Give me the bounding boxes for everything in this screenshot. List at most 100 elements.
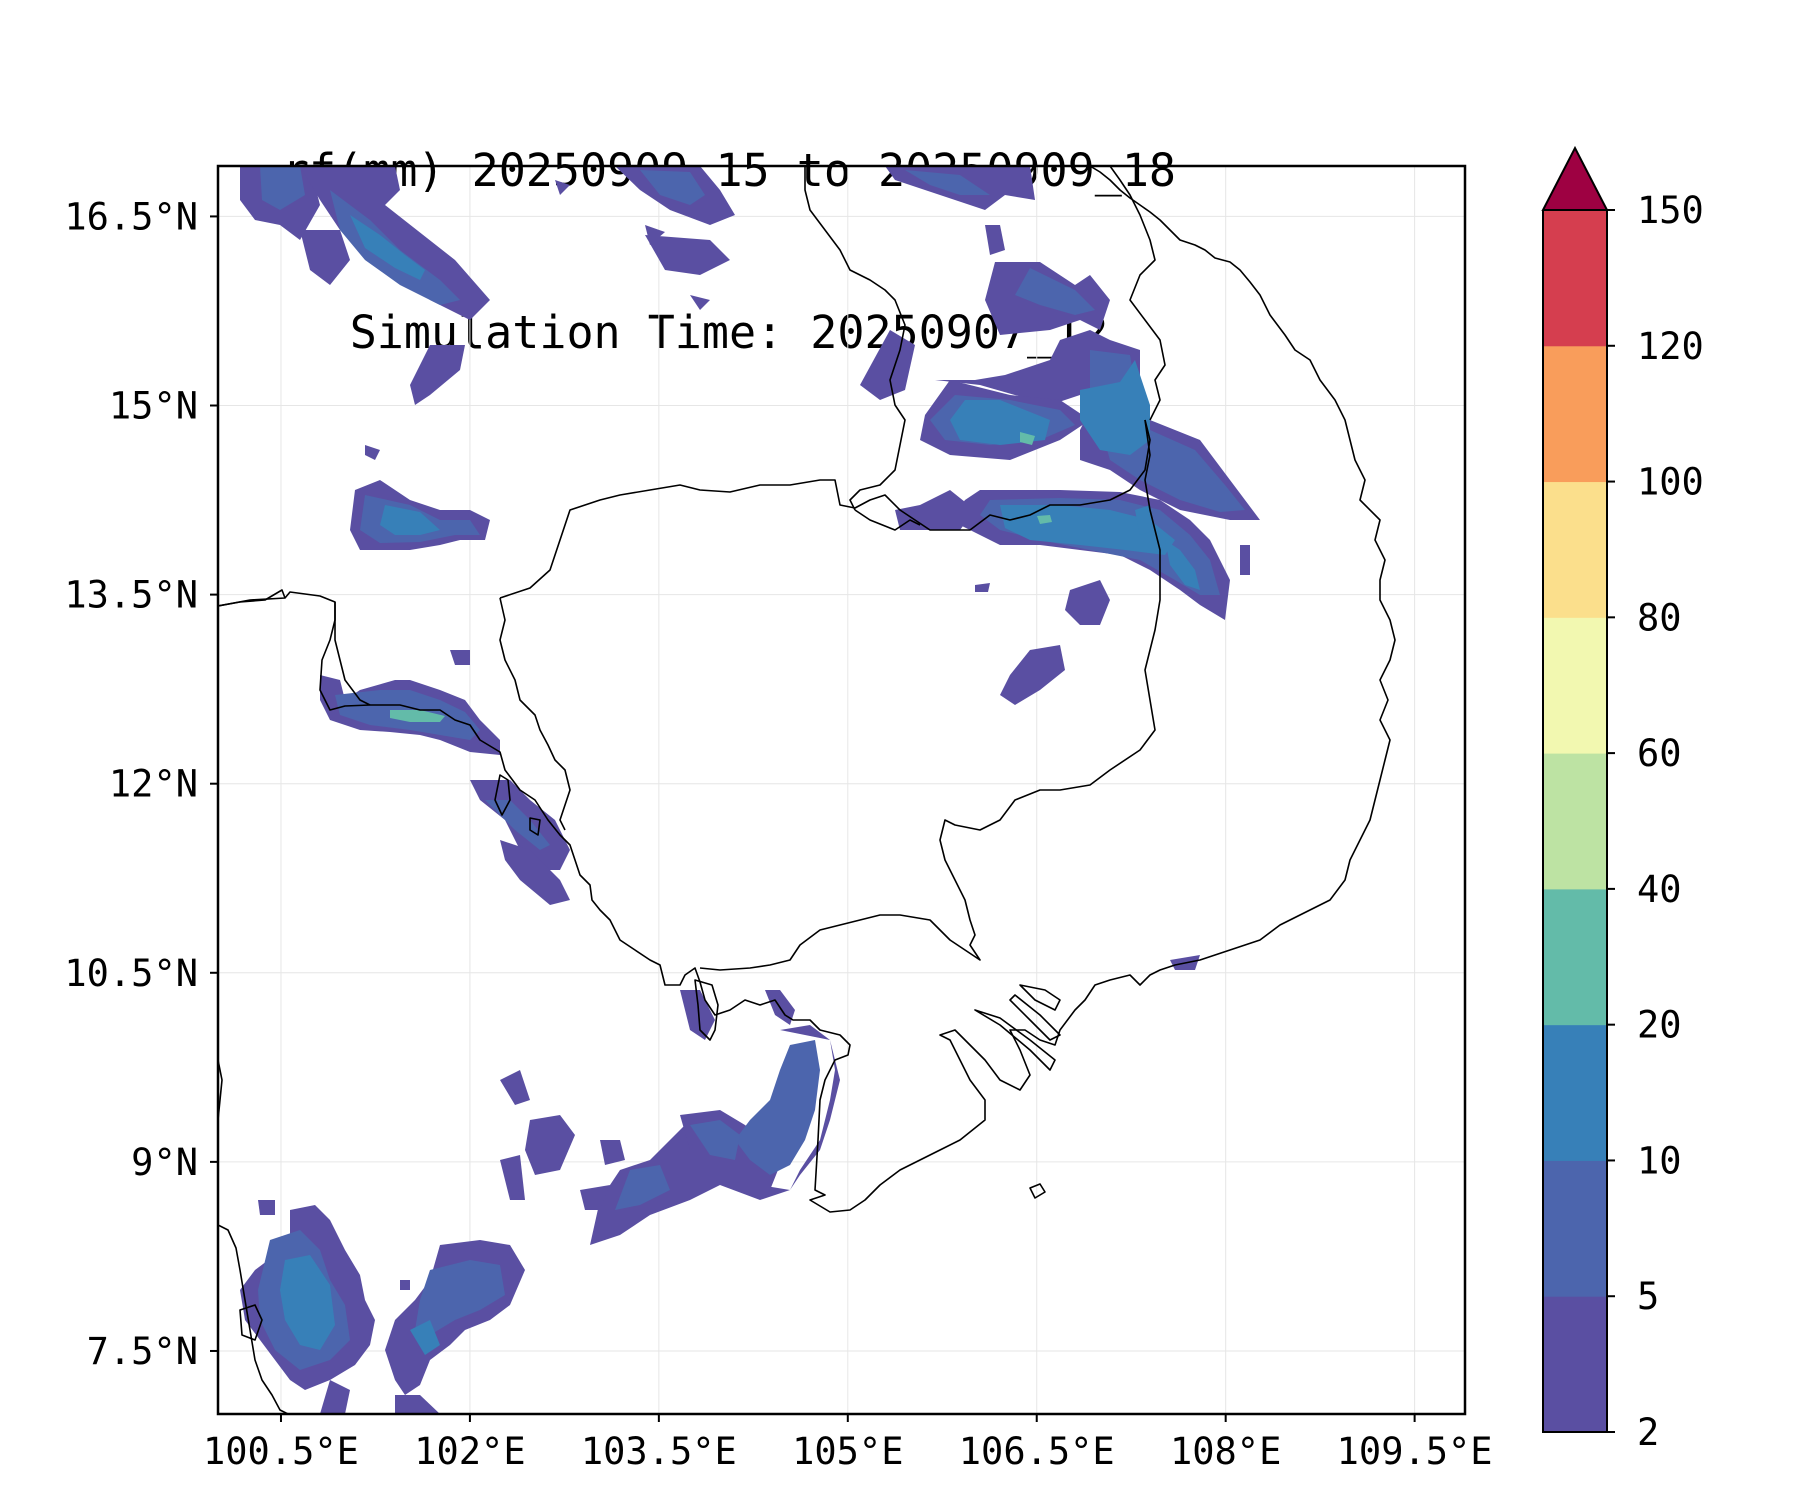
rain-core-5-north-1 [640, 170, 705, 205]
y-tick-label: 13.5°N [64, 574, 198, 617]
rain-cell-w-4 [450, 650, 470, 665]
coastline-mekong-delta-mouth-3 [1019, 984, 1061, 1011]
border-laos-vietnam [1109, 166, 1166, 421]
rain-core-5-ne-1 [905, 170, 990, 195]
coastline-malay-peninsula-west [218, 1224, 289, 1414]
rain-cell-north-4 [645, 225, 665, 245]
rain-cell-ne-9 [895, 490, 975, 530]
coastline-con-dao [1029, 1183, 1046, 1199]
x-tick-label: 103.5°E [581, 1430, 737, 1473]
rain-core-5-sw-2 [415, 1260, 505, 1335]
colorbar-extend-arrow [1541, 145, 1609, 211]
y-tick-label: 12°N [109, 763, 198, 806]
x-tick-label: 109.5°E [1337, 1430, 1493, 1473]
colorbar-segment [1543, 753, 1607, 890]
rain-cell-south-3 [500, 1070, 530, 1105]
coastline-gulf-thailand-north [218, 166, 1396, 1213]
rain-core-10-w-1 [380, 505, 440, 535]
rain-cell-ne-4 [860, 330, 915, 400]
colorbar-tick-label: 60 [1637, 732, 1682, 775]
x-tick-label: 102°E [414, 1430, 525, 1473]
coastline-phu-quoc [694, 979, 719, 1041]
colorbar: 2 5 10 20 40 60 80 100 120 150 [1541, 145, 1704, 1454]
border-thailand-laos [804, 166, 906, 511]
rain-core-20-w-1 [390, 710, 445, 722]
rain-core-10-ne-2 [1080, 360, 1150, 455]
colorbar-segment [1543, 617, 1607, 754]
rain-cell-ne-10 [1065, 580, 1110, 625]
coastline-mekong-delta-mouth-2 [1009, 994, 1061, 1041]
x-tick-label: 105°E [792, 1430, 903, 1473]
rain-cell-ne-5 [935, 330, 1140, 405]
rain-cell-ne-14 [895, 362, 905, 372]
rain-cell-nw-4 [410, 345, 465, 405]
rainfall-band-20-40mm [390, 432, 1052, 722]
rain-cell-ne-2 [985, 225, 1005, 255]
border-thailand-myanmar-north [218, 589, 286, 607]
rain-cell-ne-11 [1000, 645, 1065, 705]
gridlines [218, 166, 1465, 1414]
coastline-island-1 [239, 1304, 263, 1341]
coastline-mekong-delta-mouth-1 [974, 1009, 1056, 1071]
colorbar-frame [1542, 210, 1608, 1433]
rain-cell-sw-3 [395, 1395, 440, 1414]
coastline-koh-rong [529, 817, 541, 836]
rain-core-10-ne-5 [1165, 540, 1200, 590]
colorbar-segment [1543, 1160, 1607, 1297]
y-tick-label: 9°N [131, 1141, 198, 1184]
colorbar-tick-label: 40 [1637, 868, 1682, 911]
colorbar-segment [1543, 345, 1607, 483]
colorbar-tick-label: 100 [1637, 461, 1704, 504]
rain-core-20-ne-1 [1020, 432, 1035, 445]
rain-core-5-nw-1 [260, 166, 305, 210]
x-tick-label: 106.5°E [959, 1430, 1115, 1473]
rain-core-10-nw-1 [350, 215, 425, 280]
rain-cell-north-2 [645, 235, 730, 275]
colorbar-segment [1543, 481, 1607, 618]
colorbar-tick-label: 2 [1637, 1411, 1659, 1454]
rain-cell-ne-12 [975, 583, 990, 592]
coastline-koh-kong [494, 774, 511, 816]
rainfall-band-10-20mm [280, 215, 1200, 1355]
x-tick-label: 100.5°E [203, 1430, 359, 1473]
colorbar-segment [1543, 888, 1607, 1026]
y-tick-label: 7.5°N [87, 1330, 198, 1373]
rain-cell-north-5 [690, 295, 710, 310]
colorbar-tick-label: 120 [1637, 325, 1704, 368]
rain-core-10-sw-1 [280, 1255, 335, 1350]
rain-cell-sw-5 [258, 1200, 275, 1215]
rain-cell-w-2 [365, 445, 380, 460]
rain-core-10-sw-2 [410, 1320, 440, 1355]
coastlines-and-borders [218, 166, 1396, 1414]
rain-core-20-ne-2 [1037, 515, 1052, 524]
colorbar-tick-label: 20 [1637, 1004, 1682, 1047]
rain-cell-w-6 [500, 840, 570, 905]
rain-cell-sw-6 [400, 1280, 410, 1290]
colorbar-segment [1543, 1024, 1607, 1161]
rain-core-5-south-1 [735, 1040, 820, 1175]
colorbar-tick-label: 10 [1637, 1139, 1682, 1182]
border-thailand-cambodia [334, 602, 371, 706]
rain-cell-south-4 [525, 1115, 575, 1175]
rain-core-5-south-3 [615, 1165, 670, 1210]
colorbar-segment [1543, 1296, 1607, 1433]
colorbar-segment [1543, 210, 1607, 347]
rain-cell-ne-13 [1240, 545, 1250, 575]
x-axis: 100.5°E 102°E 103.5°E 105°E 106.5°E 108°E 109.… [203, 1414, 1493, 1473]
border-laos-cambodia-west [854, 509, 921, 531]
colorbar-tick-label: 150 [1637, 189, 1704, 232]
rain-cell-south-7 [580, 1185, 610, 1210]
x-tick-label: 108°E [1170, 1430, 1281, 1473]
border-cambodia-vietnam [699, 419, 1161, 971]
y-tick-label: 10.5°N [64, 952, 198, 995]
rain-core-5-ne-2 [1015, 268, 1095, 315]
map-title: rf(mm) 20250909_15 to 20250909_18 Simula… [0, 36, 1458, 414]
border-cambodia-north [499, 419, 1151, 599]
rain-cell-south-5 [500, 1155, 525, 1200]
plot-frame [216, 164, 1467, 1416]
colorbar-tick-label: 5 [1637, 1275, 1659, 1318]
rain-cell-south-6 [600, 1140, 625, 1165]
rainfall-field [240, 166, 1260, 1414]
rain-core-5-south-2 [690, 1120, 740, 1160]
